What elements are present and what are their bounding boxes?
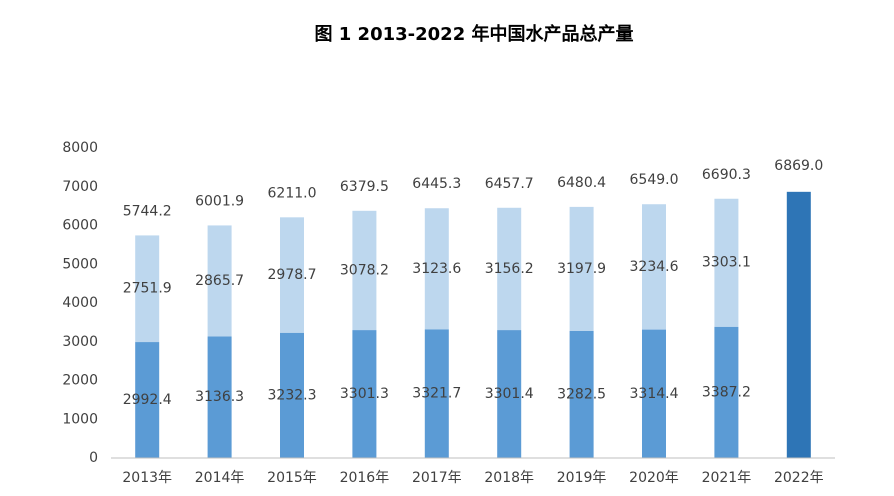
- bar-segment: [207, 336, 232, 458]
- value-label: 3232.3: [268, 387, 317, 403]
- y-tick-label: 6000: [62, 218, 98, 234]
- value-label: 3301.3: [340, 386, 389, 402]
- x-tick-label: 2017年: [412, 470, 462, 486]
- bar-segment: [424, 208, 449, 330]
- bar-segment: [424, 329, 449, 458]
- value-label: 3156.2: [485, 261, 534, 277]
- total-label: 6869.0: [774, 158, 823, 174]
- y-tick-label: 3000: [62, 334, 98, 350]
- value-label: 3301.4: [485, 386, 534, 402]
- x-tick-label: 2019年: [557, 470, 607, 486]
- y-tick-label: 1000: [62, 411, 98, 427]
- chart-title: 图 1 2013-2022 年中国水产品总产量: [315, 23, 634, 45]
- total-label: 6211.0: [268, 185, 317, 201]
- total-label: 5744.2: [123, 203, 172, 219]
- total-bar: [786, 191, 811, 459]
- bar-segment: [569, 206, 594, 331]
- value-label: 3136.3: [195, 389, 244, 405]
- bar-segment: [497, 330, 522, 458]
- x-tick-label: 2020年: [629, 470, 679, 486]
- value-label: 2751.9: [123, 281, 172, 297]
- value-label: 2865.7: [195, 273, 244, 289]
- bar-segment: [642, 329, 666, 458]
- total-label: 6457.7: [485, 176, 534, 192]
- y-tick-label: 8000: [62, 140, 98, 156]
- x-tick-label: 2015年: [267, 470, 317, 486]
- value-label: 3314.4: [630, 386, 679, 402]
- y-tick-label: 0: [89, 450, 98, 466]
- x-tick-label: 2018年: [484, 470, 534, 486]
- bar-segment: [497, 207, 522, 331]
- x-tick-label: 2013年: [122, 470, 172, 486]
- value-label: 3123.6: [412, 261, 461, 277]
- value-label: 2992.4: [123, 392, 172, 408]
- y-tick-label: 5000: [62, 256, 98, 272]
- bar-segment: [352, 210, 377, 331]
- x-tick-label: 2022年: [774, 470, 824, 486]
- value-label: 3321.7: [412, 386, 461, 402]
- value-label: 3197.9: [557, 261, 606, 277]
- bar-segment: [280, 217, 304, 333]
- bar-segment: [135, 342, 160, 458]
- value-label: 3282.5: [557, 386, 606, 402]
- value-label: 2978.7: [268, 267, 317, 283]
- bar-segment: [280, 332, 304, 458]
- x-tick-label: 2021年: [702, 470, 752, 486]
- total-label: 6480.4: [557, 175, 606, 191]
- bar-segment: [642, 204, 666, 330]
- total-label: 6001.9: [195, 193, 244, 209]
- value-label: 3303.1: [702, 255, 751, 271]
- total-label: 6549.0: [630, 172, 679, 188]
- bar-segment: [352, 330, 377, 458]
- bar-segment: [714, 198, 739, 327]
- total-label: 6379.5: [340, 179, 389, 195]
- value-label: 3078.2: [340, 262, 389, 278]
- x-tick-label: 2016年: [340, 470, 390, 486]
- bar-segment: [207, 225, 232, 337]
- bar-segment: [569, 330, 594, 458]
- y-tick-label: 2000: [62, 373, 98, 389]
- y-tick-label: 7000: [62, 179, 98, 195]
- bar-segment: [135, 235, 160, 343]
- y-tick-label: 4000: [62, 295, 98, 311]
- total-label: 6690.3: [702, 167, 751, 183]
- value-label: 3387.2: [702, 384, 751, 400]
- total-label: 6445.3: [412, 176, 461, 192]
- x-tick-label: 2014年: [195, 470, 245, 486]
- bar-segment: [714, 326, 739, 458]
- value-label: 3234.6: [630, 259, 679, 275]
